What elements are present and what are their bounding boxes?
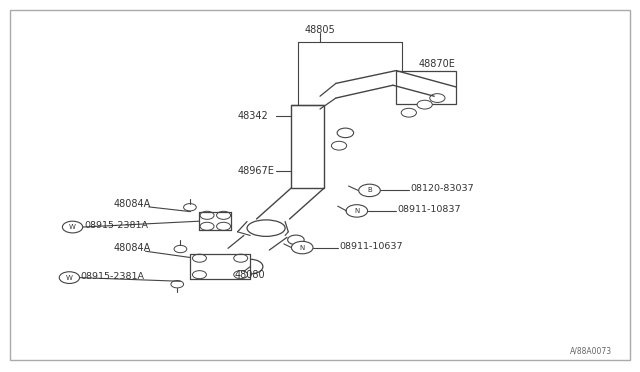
Text: N: N <box>354 208 360 214</box>
Circle shape <box>417 100 432 109</box>
Text: 08911-10837: 08911-10837 <box>397 205 461 214</box>
Text: W: W <box>66 275 73 280</box>
Text: 48084A: 48084A <box>114 199 151 209</box>
Circle shape <box>193 271 207 279</box>
Circle shape <box>174 246 187 253</box>
Text: 08120-83037: 08120-83037 <box>410 185 474 193</box>
Text: B: B <box>367 187 372 193</box>
Circle shape <box>216 222 230 230</box>
Text: W: W <box>69 224 76 230</box>
Circle shape <box>184 203 196 211</box>
Circle shape <box>332 141 347 150</box>
Circle shape <box>346 205 367 217</box>
Circle shape <box>287 235 304 245</box>
Text: N: N <box>300 244 305 251</box>
Circle shape <box>234 271 248 279</box>
Circle shape <box>358 184 380 197</box>
Bar <box>396 71 456 103</box>
Text: 08915-2381A: 08915-2381A <box>81 272 145 280</box>
Circle shape <box>401 108 417 117</box>
Text: 48967E: 48967E <box>237 166 275 176</box>
Text: 48870E: 48870E <box>419 60 456 69</box>
Text: A/88A0073: A/88A0073 <box>570 346 612 355</box>
Circle shape <box>216 211 230 219</box>
Circle shape <box>193 254 207 262</box>
Circle shape <box>429 94 445 102</box>
Text: 48084A: 48084A <box>114 243 151 253</box>
Text: 08911-10637: 08911-10637 <box>339 241 403 251</box>
Circle shape <box>291 241 313 254</box>
Circle shape <box>234 254 248 262</box>
Text: 48805: 48805 <box>305 25 335 35</box>
Bar <box>291 105 324 188</box>
Circle shape <box>200 222 214 230</box>
Circle shape <box>337 128 354 138</box>
Circle shape <box>60 272 79 283</box>
Circle shape <box>200 211 214 219</box>
Ellipse shape <box>247 220 285 236</box>
Text: 08915-2381A: 08915-2381A <box>84 221 148 230</box>
Text: 48080: 48080 <box>234 270 265 280</box>
Text: 48342: 48342 <box>237 111 268 121</box>
Circle shape <box>63 221 83 233</box>
Circle shape <box>171 280 184 288</box>
